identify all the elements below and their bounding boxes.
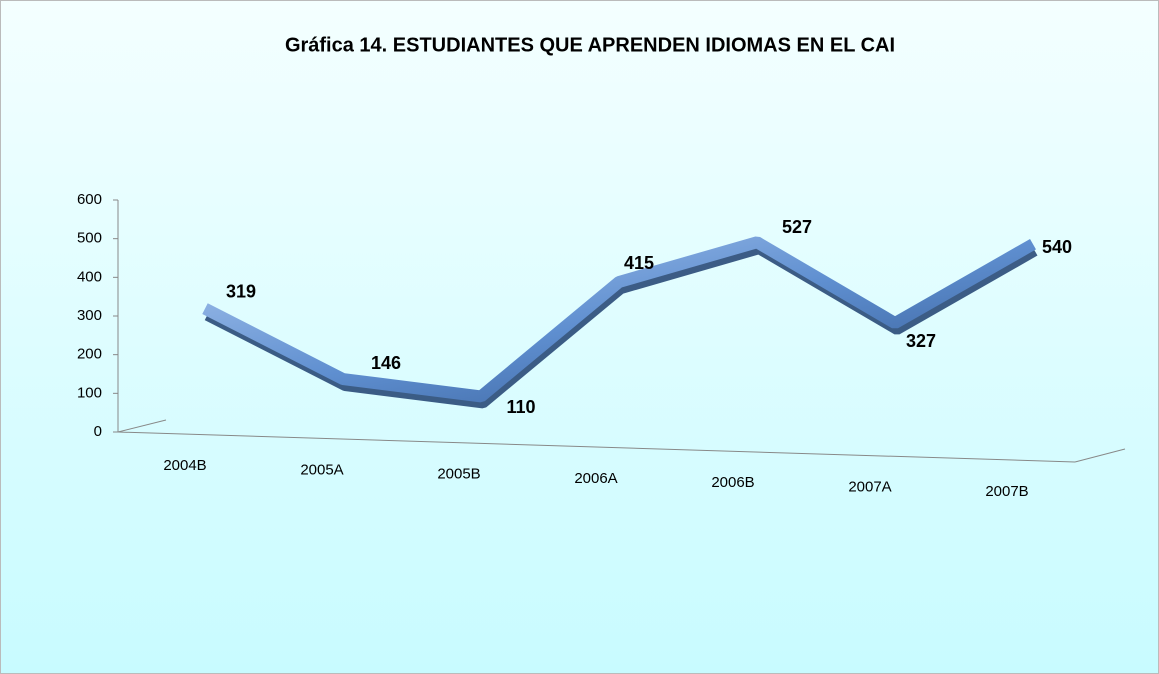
- data-label: 327: [906, 331, 936, 351]
- data-label: 540: [1042, 237, 1072, 257]
- x-tick-label: 2005B: [437, 466, 480, 483]
- data-label: 110: [506, 397, 535, 417]
- y-tick-label: 600: [77, 191, 102, 208]
- data-label: 146: [371, 353, 401, 373]
- chart-title: Gráfica 14. ESTUDIANTES QUE APRENDEN IDI…: [285, 34, 895, 56]
- x-tick-label: 2005A: [300, 461, 343, 478]
- line: [202, 236, 1036, 403]
- data-label: 415: [624, 253, 654, 273]
- y-tick-label: 0: [94, 423, 102, 440]
- x-tick-label: 2006B: [711, 474, 754, 491]
- y-tick-label: 400: [77, 268, 102, 285]
- data-label: 527: [782, 217, 812, 237]
- floor-edge: [1074, 448, 1126, 463]
- y-tick-label: 300: [77, 307, 102, 324]
- line-shadow: [204, 244, 1038, 409]
- x-tick-label: 2006A: [574, 470, 617, 487]
- data-label: 319: [226, 281, 256, 301]
- y-tick-label: 100: [77, 384, 102, 401]
- y-tick-label: 500: [77, 230, 102, 247]
- x-axis: [117, 431, 1076, 463]
- x-tick-label: 2007B: [985, 483, 1028, 500]
- floor-edge: [117, 419, 167, 433]
- x-tick-label: 2004B: [163, 457, 206, 474]
- x-tick-label: 2007A: [848, 478, 891, 495]
- y-tick-label: 200: [77, 346, 102, 363]
